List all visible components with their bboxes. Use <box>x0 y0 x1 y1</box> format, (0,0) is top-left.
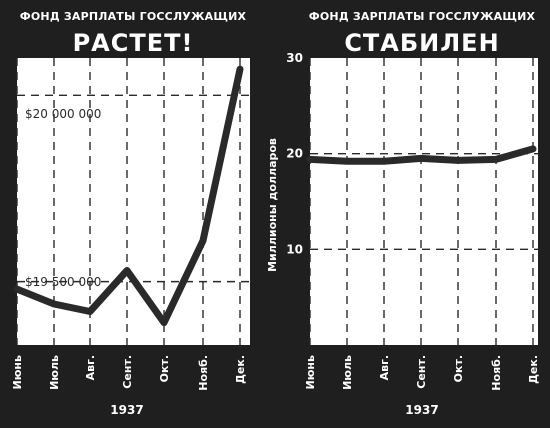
right-month-label-5: Нояб. <box>490 355 503 391</box>
left-year-label: 1937 <box>110 403 143 417</box>
right-month-label-0: Июнь <box>304 355 317 390</box>
annotation-20000000: $20 000 000 <box>25 107 101 121</box>
left-month-label-0: Июнь <box>11 355 24 390</box>
right-chart-subtitle: СТАБИЛЕН <box>344 29 499 57</box>
right-month-label-6: Дек. <box>527 355 540 384</box>
right-chart-title: ФОНД ЗАРПЛАТЫ ГОССЛУЖАЩИХ <box>309 10 536 23</box>
right-ytick-20: 20 <box>286 147 303 161</box>
left-chart: ФОНД ЗАРПЛАТЫ ГОССЛУЖАЩИХ РАСТЕТ! $20 00… <box>11 10 250 417</box>
left-chart-subtitle: РАСТЕТ! <box>73 29 194 57</box>
right-gridlines <box>309 58 538 345</box>
right-ytick-labels: 30 20 10 <box>286 51 303 256</box>
left-month-label-4: Окт. <box>158 355 171 382</box>
right-month-labels: Июнь Июль Авг. Сент. Окт. Нояб. Дек. <box>304 355 540 391</box>
right-plot-area <box>310 58 538 345</box>
left-month-label-6: Дек. <box>234 355 247 384</box>
left-month-label-1: Июль <box>48 355 61 390</box>
right-month-label-2: Авг. <box>378 355 391 380</box>
right-month-label-1: Июль <box>341 355 354 390</box>
right-series-line <box>306 145 537 165</box>
left-month-label-2: Авг. <box>84 355 97 380</box>
left-month-label-3: Сент. <box>121 355 134 389</box>
left-month-label-5: Нояб. <box>197 355 210 391</box>
right-ytick-30: 30 <box>286 51 303 65</box>
right-month-label-3: Сент. <box>415 355 428 389</box>
right-chart: ФОНД ЗАРПЛАТЫ ГОССЛУЖАЩИХ СТАБИЛЕН 30 20 1… <box>266 10 540 417</box>
annotation-19500000: $19 500 000 <box>25 275 101 289</box>
right-year-label: 1937 <box>405 403 438 417</box>
left-chart-title: ФОНД ЗАРПЛАТЫ ГОССЛУЖАЩИХ <box>20 10 247 23</box>
right-y-axis-label: Миллионы долларов <box>266 138 279 272</box>
left-month-labels: Июнь Июль Авг. Сент. Окт. Нояб. Дек. <box>11 355 247 391</box>
right-month-label-4: Окт. <box>452 355 465 382</box>
left-series-line <box>13 65 244 327</box>
right-ytick-10: 10 <box>286 242 303 256</box>
